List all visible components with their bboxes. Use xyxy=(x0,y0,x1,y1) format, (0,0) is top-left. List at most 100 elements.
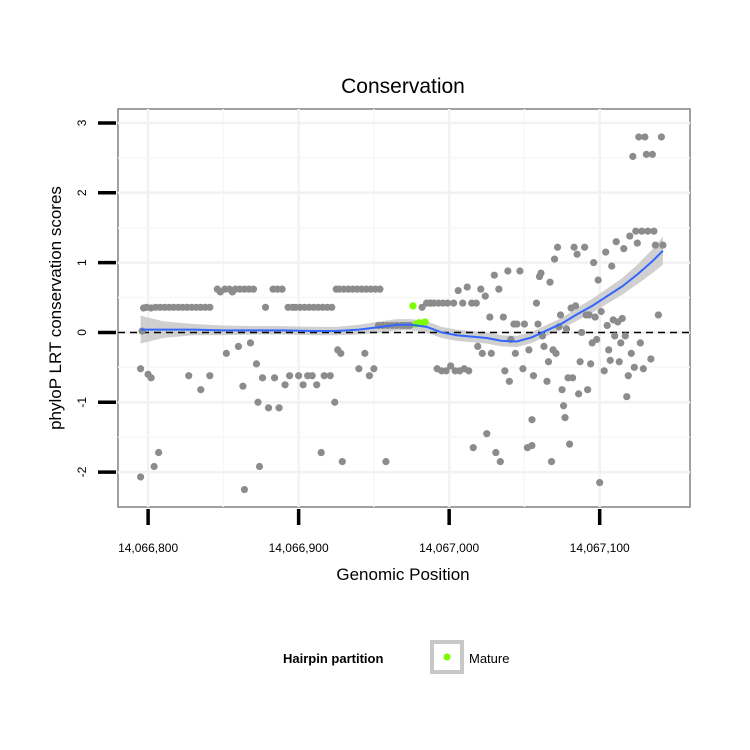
data-point xyxy=(365,372,373,380)
data-point xyxy=(568,374,577,382)
data-point xyxy=(278,285,286,293)
data-point xyxy=(587,360,595,368)
data-point xyxy=(534,320,542,328)
data-point xyxy=(654,311,662,319)
data-point xyxy=(496,458,504,466)
data-point xyxy=(317,448,325,457)
data-point xyxy=(597,307,605,316)
data-point xyxy=(657,133,666,141)
data-point xyxy=(633,239,641,247)
data-point xyxy=(150,462,158,471)
data-point xyxy=(281,381,289,389)
data-point xyxy=(546,278,554,286)
data-point xyxy=(499,313,507,321)
data-point xyxy=(155,448,163,457)
data-point xyxy=(474,342,482,351)
data-point xyxy=(465,367,473,375)
data-point xyxy=(370,365,378,373)
data-point xyxy=(553,243,562,251)
x-tick-label: 14,066,800 xyxy=(118,541,178,555)
data-point xyxy=(501,367,509,375)
data-point xyxy=(246,339,255,347)
data-point xyxy=(621,332,629,340)
data-point xyxy=(376,285,384,293)
data-point xyxy=(612,238,620,246)
data-point xyxy=(532,299,541,307)
data-point xyxy=(581,243,589,251)
data-point xyxy=(540,342,548,351)
data-point xyxy=(528,441,536,450)
data-point xyxy=(185,372,193,380)
data-point xyxy=(313,381,321,389)
data-point xyxy=(615,358,623,366)
y-tick-label: 0 xyxy=(75,329,89,336)
data-point xyxy=(463,283,471,291)
data-point xyxy=(585,311,593,319)
data-point xyxy=(520,320,529,328)
data-point xyxy=(594,276,602,284)
data-point xyxy=(486,313,494,321)
data-point xyxy=(450,299,458,307)
data-point xyxy=(320,372,328,380)
data-point xyxy=(516,267,524,275)
data-point xyxy=(638,227,646,235)
data-point xyxy=(558,386,566,394)
data-point xyxy=(590,259,598,267)
smooth-line-layer xyxy=(140,250,664,343)
data-point xyxy=(611,332,619,340)
smooth-trend-line xyxy=(140,250,664,343)
data-point xyxy=(635,133,643,141)
y-tick-label: 3 xyxy=(75,119,89,126)
data-point xyxy=(483,430,491,438)
data-point xyxy=(136,473,145,481)
data-point xyxy=(355,365,363,373)
data-point xyxy=(481,292,489,300)
data-point xyxy=(206,372,214,380)
data-point xyxy=(511,349,519,357)
data-point xyxy=(249,285,258,293)
data-point xyxy=(636,339,644,347)
axes: 14,066,800 14,066,900 14,067,000 14,067,100… xyxy=(75,119,630,555)
data-point xyxy=(487,349,495,357)
data-point xyxy=(270,374,279,382)
data-point xyxy=(575,390,583,398)
data-point xyxy=(239,382,247,390)
data-point xyxy=(537,269,545,277)
legend: Hairpin partition Mature xyxy=(283,640,509,674)
data-point xyxy=(559,402,568,410)
data-point xyxy=(584,386,592,394)
data-point xyxy=(442,367,450,375)
legend-label-mature: Mature xyxy=(469,651,509,666)
data-point xyxy=(447,362,455,370)
data-point xyxy=(459,299,467,307)
data-point xyxy=(361,349,369,357)
data-point xyxy=(258,374,267,382)
data-point xyxy=(147,374,155,382)
data-point xyxy=(444,299,452,307)
data-point xyxy=(647,355,655,363)
data-point xyxy=(495,285,503,293)
data-point xyxy=(629,152,637,161)
x-axis-title: Genomic Position xyxy=(336,565,469,584)
data-point xyxy=(295,372,303,380)
data-point xyxy=(264,404,273,412)
data-point xyxy=(605,346,613,354)
x-tick-label: 14,066,900 xyxy=(269,541,329,555)
data-point xyxy=(505,377,513,385)
data-point xyxy=(547,458,556,466)
data-point xyxy=(550,255,559,263)
data-point xyxy=(642,150,650,158)
data-point xyxy=(651,241,659,249)
data-point xyxy=(603,321,611,330)
data-point xyxy=(650,227,658,235)
data-point xyxy=(591,313,599,321)
x-tick-label: 14,067,000 xyxy=(419,541,479,555)
data-point xyxy=(255,462,264,471)
data-point xyxy=(648,150,656,158)
data-point xyxy=(197,386,205,394)
data-point xyxy=(328,303,336,311)
data-point xyxy=(261,303,270,311)
chart-title: Conservation xyxy=(341,75,465,98)
data-point xyxy=(478,349,486,357)
data-point xyxy=(513,320,521,328)
